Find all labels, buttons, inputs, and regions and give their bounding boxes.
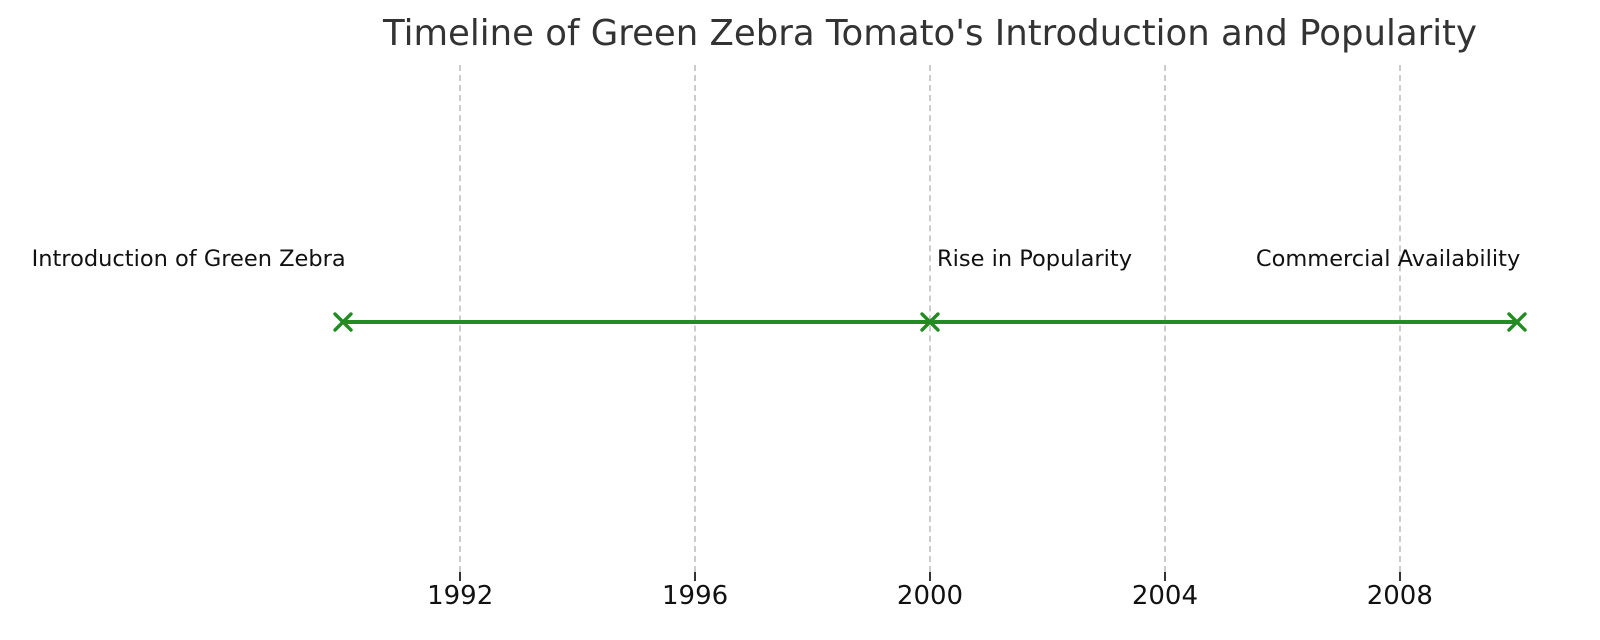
- x-tick-mark: [929, 572, 931, 581]
- x-tick-label: 1992: [427, 581, 494, 611]
- x-gridline: [459, 65, 462, 572]
- x-tick-label: 2000: [896, 581, 964, 611]
- x-tick-mark: [1163, 572, 1166, 581]
- x-gridline: [694, 65, 697, 572]
- event-marker-x-icon: [1507, 312, 1527, 332]
- x-gridline: [929, 65, 931, 572]
- event-marker-x-icon: [920, 312, 940, 332]
- chart-title: Timeline of Green Zebra Tomato's Introdu…: [383, 13, 1477, 54]
- event-label: Commercial Availability: [1255, 246, 1521, 272]
- x-gridline: [1398, 65, 1401, 572]
- x-tick-label: 2008: [1366, 581, 1433, 611]
- x-gridline: [1163, 65, 1166, 572]
- event-label: Introduction of Green Zebra: [31, 246, 346, 272]
- x-tick-mark: [694, 572, 697, 581]
- x-tick-label: 2004: [1131, 581, 1198, 611]
- event-marker-x-icon: [333, 312, 353, 332]
- x-tick-label: 1996: [661, 581, 729, 611]
- event-label: Rise in Popularity: [937, 246, 1133, 272]
- x-tick-mark: [459, 572, 462, 581]
- x-tick-mark: [1398, 572, 1401, 581]
